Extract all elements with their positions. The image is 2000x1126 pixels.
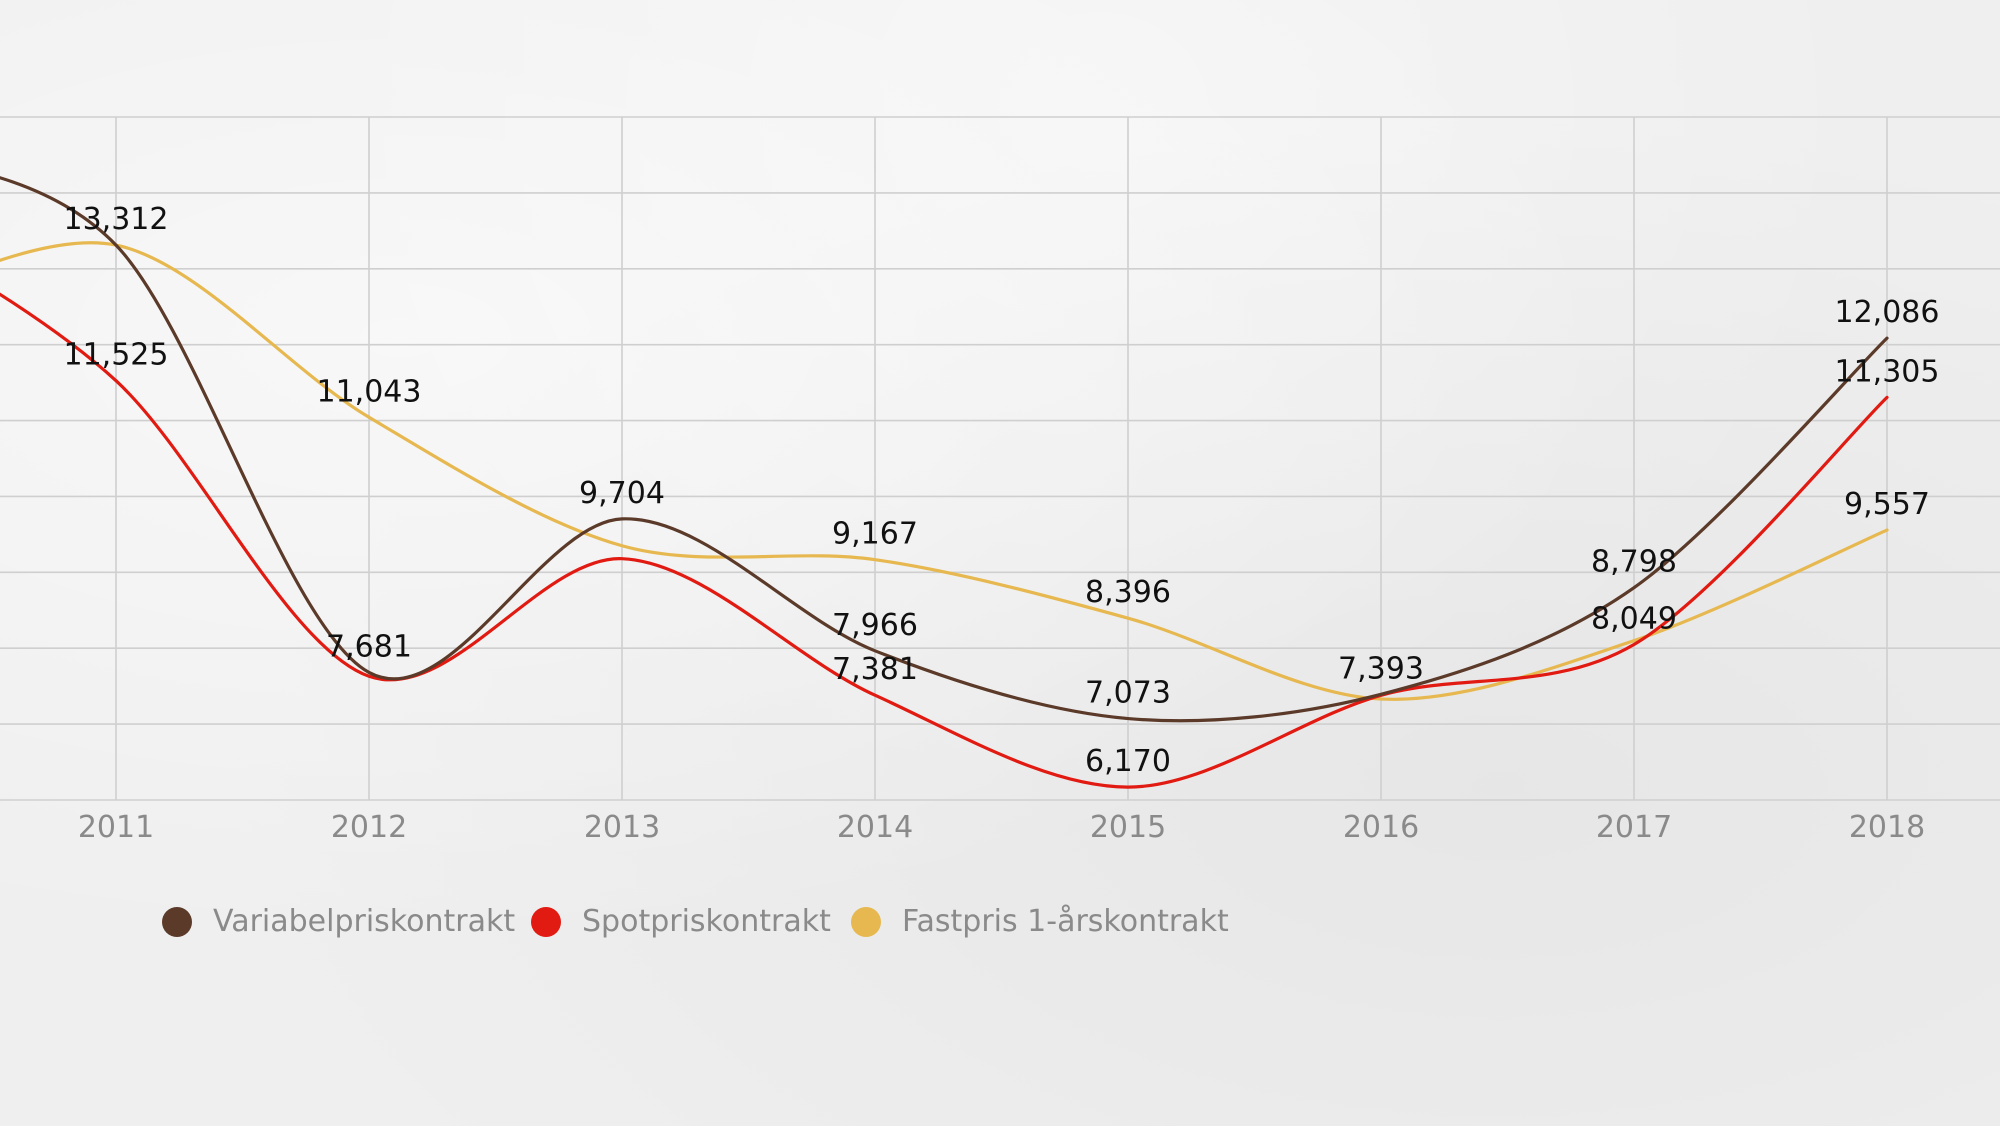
data-labels: 13,312 7,681 9,704 7,966 7,073 7,393 8,798 12,0… [64, 202, 1940, 779]
data-label: 7,681 [326, 629, 412, 664]
data-label: 8,396 [1085, 575, 1171, 610]
data-label: 11,525 [64, 338, 169, 373]
legend: Variabelpriskontrakt Spotpriskontrakt Fast… [162, 904, 1229, 939]
legend-label: Variabelpriskontrakt [213, 904, 515, 939]
data-label: 8,049 [1591, 602, 1677, 637]
legend-item[interactable]: Spotpriskontrakt [531, 904, 831, 939]
data-label: 9,704 [579, 476, 665, 511]
series-line-fastpris-1-rskontrakt [0, 241, 1889, 701]
x-tick-label: 2018 [1849, 810, 1925, 845]
series-line-spotpriskontrakt [0, 292, 1889, 789]
x-tick-label: 2016 [1343, 810, 1419, 845]
legend-marker-icon [162, 907, 192, 937]
series-lines [0, 176, 1889, 789]
legend-item[interactable]: Fastpris 1-årskontrakt [851, 904, 1229, 939]
data-label: 6,170 [1085, 744, 1171, 779]
data-label: 13,312 [64, 202, 169, 237]
data-label: 7,073 [1085, 676, 1171, 711]
data-label: 9,557 [1844, 487, 1930, 522]
data-label: 9,167 [832, 517, 918, 552]
legend-marker-icon [851, 907, 881, 937]
x-axis-ticks: 2011 2012 2013 2014 2015 2016 2017 2018 [78, 810, 1925, 845]
legend-label: Fastpris 1-årskontrakt [902, 904, 1229, 939]
data-label: 7,393 [1338, 651, 1424, 686]
x-tick-label: 2011 [78, 810, 154, 845]
data-label: 11,305 [1835, 354, 1940, 389]
data-label: 8,798 [1591, 545, 1677, 580]
legend-item[interactable]: Variabelpriskontrakt [162, 904, 515, 939]
chart-grid [0, 116, 2000, 801]
x-tick-label: 2017 [1596, 810, 1672, 845]
data-label: 7,381 [832, 652, 918, 687]
data-label: 7,966 [832, 608, 918, 643]
x-tick-label: 2012 [331, 810, 407, 845]
series-line-variabelpriskontrakt [0, 176, 1889, 723]
data-label: 11,043 [317, 374, 422, 409]
x-tick-label: 2013 [584, 810, 660, 845]
x-tick-label: 2014 [837, 810, 913, 845]
x-tick-label: 2015 [1090, 810, 1166, 845]
data-label: 12,086 [1835, 295, 1940, 330]
legend-marker-icon [531, 907, 561, 937]
legend-label: Spotpriskontrakt [582, 904, 831, 939]
